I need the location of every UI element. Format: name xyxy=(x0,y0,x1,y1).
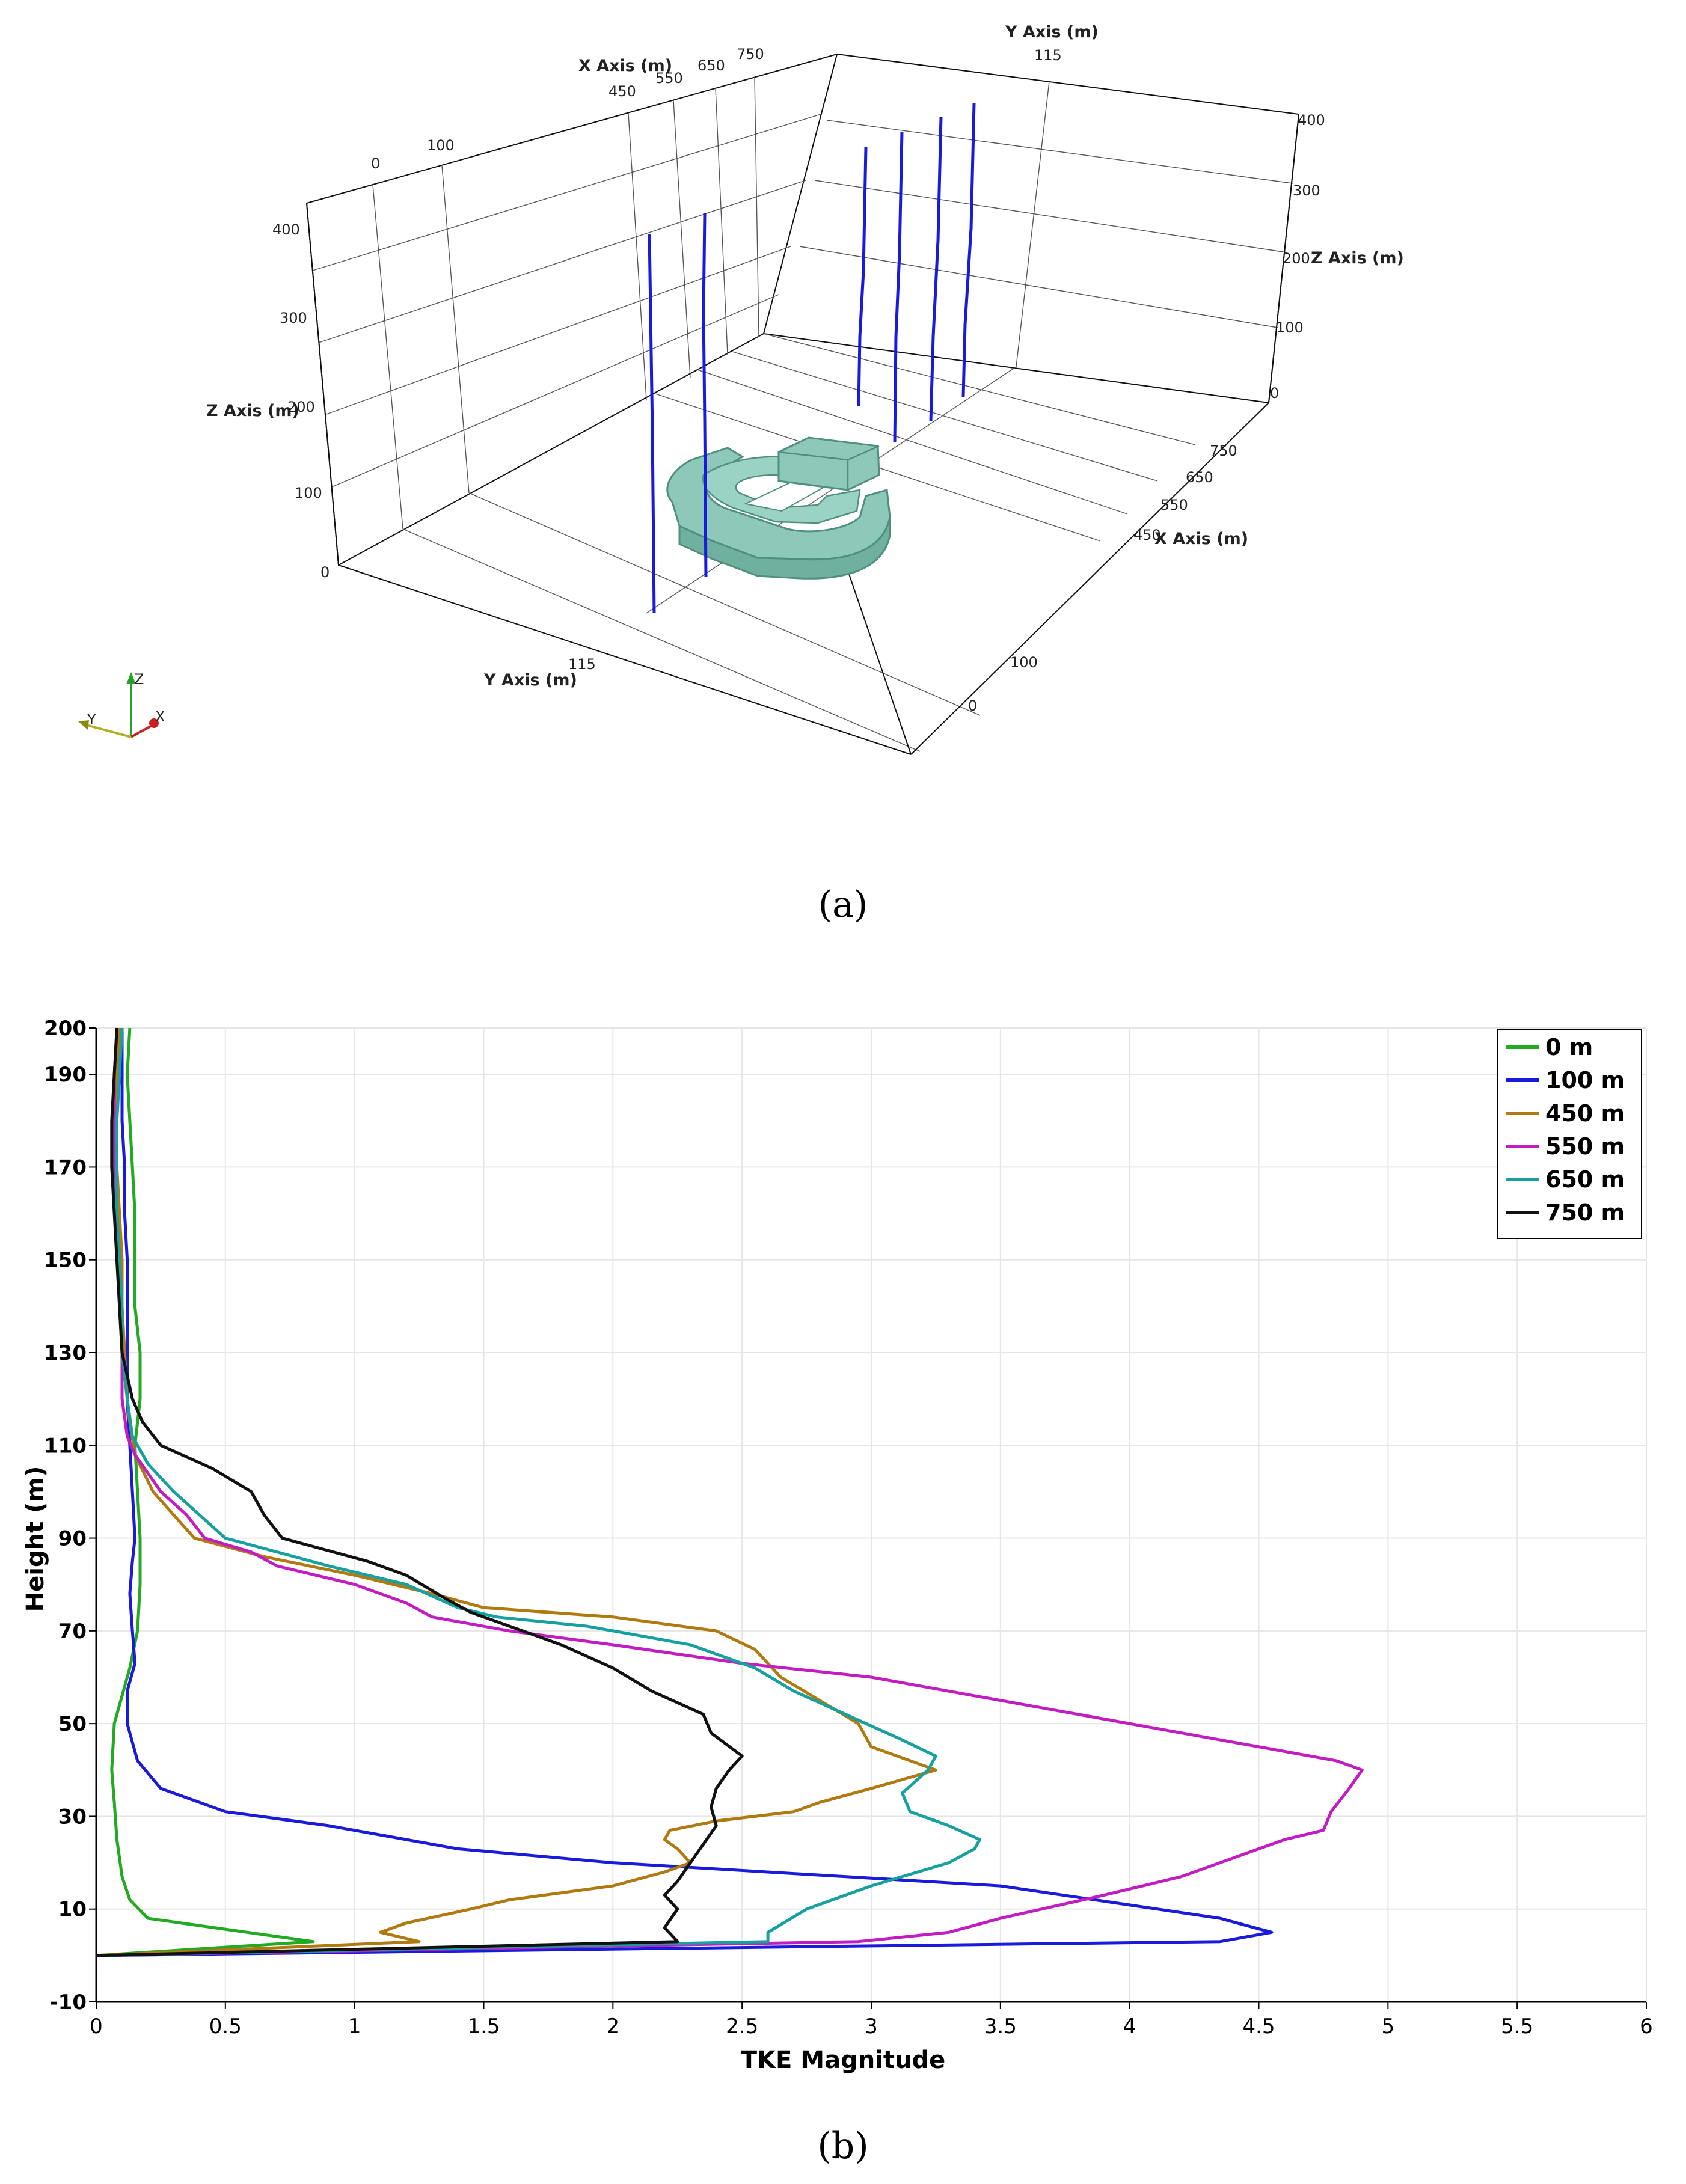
probe-line-650m xyxy=(929,117,943,421)
y-tick-label: 90 xyxy=(58,1527,87,1551)
x-axis-title-right: X Axis (m) xyxy=(1154,530,1248,548)
orientation-x-label: X xyxy=(155,708,165,725)
y-axis-title: Height (m) xyxy=(22,1466,49,1612)
z-tick-left-100: 100 xyxy=(295,485,322,501)
series-line-750-m xyxy=(96,1027,744,1957)
z-tick-left-300: 300 xyxy=(280,310,307,326)
z-tick-right-300: 300 xyxy=(1293,182,1320,199)
x-tick-label: 4.5 xyxy=(1242,2014,1275,2039)
x-tick-label: 0.5 xyxy=(209,2014,242,2039)
probe-line-450m xyxy=(857,147,868,406)
panel-b-line-chart: 0 0.5 1 1.5 2 2.5 3 3.5 4 4.5 5 5.5 6 -10 10 30 50 70 90 11… xyxy=(22,1017,1653,2167)
z-tick-right-0: 0 xyxy=(1270,385,1279,402)
z-tick-left-0: 0 xyxy=(320,564,330,581)
x-tick-right-650: 650 xyxy=(1186,469,1213,486)
x-tick-label: 2.5 xyxy=(726,2014,758,2039)
orientation-z-label: Z xyxy=(134,671,144,688)
x-tick-top-750: 750 xyxy=(737,46,764,63)
building-model xyxy=(666,436,891,580)
z-tick-right-100: 100 xyxy=(1276,319,1304,336)
z-tick-right-200: 200 xyxy=(1283,250,1310,267)
series-line-100-m xyxy=(96,1028,1274,1957)
y-tick-label: 200 xyxy=(44,1017,87,1041)
z-axis-title-right: Z Axis (m) xyxy=(1311,249,1404,268)
x-tick-label: 1.5 xyxy=(467,2014,500,2039)
x-tick-label: 3.5 xyxy=(984,2014,1017,2039)
x-tick-label: 6 xyxy=(1640,2014,1653,2039)
caption-b: (b) xyxy=(817,2125,868,2167)
y-tick-top-115: 115 xyxy=(1034,47,1062,64)
chart-legend: 0 m 100 m 450 m 550 m 650 m 750 m xyxy=(1497,1029,1642,1239)
x-tick-label: 3 xyxy=(865,2014,878,2039)
y-tick-top-0: 0 xyxy=(371,155,380,172)
y-tick-label: 50 xyxy=(58,1712,87,1736)
x-axis-title: TKE Magnitude xyxy=(741,2046,946,2074)
legend-label: 0 m xyxy=(1545,1034,1593,1060)
y-tick-label: 170 xyxy=(44,1155,87,1179)
y-tick-label: 110 xyxy=(44,1434,87,1458)
y-tick-bottom-100: 100 xyxy=(1010,654,1038,671)
orientation-y-label: Y xyxy=(87,711,96,728)
y-tick-bottom-115: 115 xyxy=(568,656,596,673)
y-tick-bottom-0: 0 xyxy=(968,697,977,714)
legend-label: 100 m xyxy=(1545,1067,1625,1094)
y-tick-label: 70 xyxy=(58,1620,87,1644)
y-tick-label: 10 xyxy=(58,1898,87,1922)
probe-line-0m xyxy=(648,234,656,614)
x-tick-label: 4 xyxy=(1123,2014,1136,2039)
probe-lines xyxy=(648,103,976,614)
z-axis-title-left: Z Axis (m) xyxy=(206,402,299,420)
back-wall-grid xyxy=(312,76,1293,752)
x-tick-label: 2 xyxy=(607,2014,620,2039)
x-axis-title-top: X Axis (m) xyxy=(578,57,672,75)
orientation-axes-widget: Z Y X xyxy=(78,671,165,738)
chart-axes: 0 0.5 1 1.5 2 2.5 3 3.5 4 4.5 5 5.5 6 -10 10 30 50 70 90 11… xyxy=(44,1017,1653,2039)
legend-label: 450 m xyxy=(1545,1100,1625,1127)
x-tick-right-750: 750 xyxy=(1210,442,1237,459)
y-tick-label: 190 xyxy=(44,1063,87,1087)
z-tick-left-400: 400 xyxy=(272,221,300,238)
y-tick-top-100: 100 xyxy=(427,137,455,154)
series-line-0-m xyxy=(96,1027,315,1957)
chart-series xyxy=(96,1027,1364,1957)
probe-line-550m xyxy=(893,132,904,442)
legend-label: 550 m xyxy=(1545,1133,1625,1160)
y-tick-label: 30 xyxy=(58,1805,87,1829)
z-tick-left-200: 200 xyxy=(287,399,315,415)
y-tick-label: 130 xyxy=(44,1341,87,1365)
chart-grid xyxy=(96,1027,1647,2002)
x-tick-top-450: 450 xyxy=(608,83,636,100)
y-tick-label: 150 xyxy=(44,1249,87,1273)
series-line-650-m xyxy=(96,1027,981,1957)
caption-a: (a) xyxy=(818,884,868,926)
legend-label: 650 m xyxy=(1545,1166,1625,1193)
x-tick-label: 5.5 xyxy=(1501,2014,1533,2039)
probe-line-100m xyxy=(702,213,708,578)
legend-box xyxy=(1497,1029,1642,1239)
x-tick-right-450: 450 xyxy=(1133,527,1161,543)
x-tick-right-550: 550 xyxy=(1160,497,1188,513)
x-tick-top-550: 550 xyxy=(655,70,683,87)
x-tick-label: 1 xyxy=(348,2014,361,2039)
y-axis-title-top: Y Axis (m) xyxy=(1005,23,1099,41)
x-tick-label: 0 xyxy=(90,2014,103,2039)
y-tick-label: -10 xyxy=(50,1990,87,2014)
x-tick-top-650: 650 xyxy=(697,57,725,74)
x-tick-label: 5 xyxy=(1382,2014,1395,2039)
probe-line-750m xyxy=(961,103,976,397)
legend-label: 750 m xyxy=(1545,1199,1625,1226)
panel-a-3d-view: X Axis (m) Y Axis (m) Z Axis (m) Z Axis … xyxy=(78,23,1404,926)
z-tick-right-400: 400 xyxy=(1298,112,1325,129)
y-axis-title-bottom: Y Axis (m) xyxy=(483,671,577,690)
bounding-box-near-edges xyxy=(306,114,1299,755)
